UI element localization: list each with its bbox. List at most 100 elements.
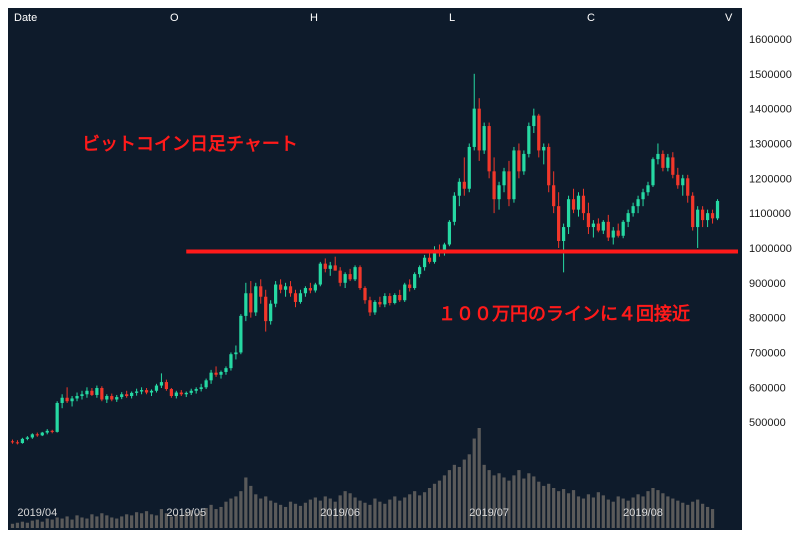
candle [710, 209, 715, 224]
candle [542, 143, 546, 165]
candle [571, 188, 576, 214]
candle-body [60, 397, 64, 403]
volume-bar [537, 481, 541, 528]
candle [293, 289, 298, 308]
volume-bar [432, 483, 437, 528]
candle-body [125, 394, 129, 397]
volume-bar [542, 485, 546, 528]
candle-body [105, 396, 109, 400]
candle [348, 268, 352, 282]
candle [125, 390, 129, 398]
candle [621, 220, 625, 239]
candle [303, 286, 308, 297]
volume-bar [10, 523, 15, 528]
candle [75, 392, 79, 402]
volume-bar [571, 490, 576, 528]
candle-body [65, 397, 69, 402]
candle [383, 293, 387, 308]
candle [50, 429, 54, 434]
volume-bar [234, 496, 238, 528]
volume-bar [418, 495, 422, 528]
y-tick-label: 500000 [749, 417, 786, 429]
candle [666, 153, 670, 172]
candle [358, 265, 362, 290]
volume-bar [383, 503, 387, 528]
volume-bar [641, 496, 645, 528]
candle [20, 437, 25, 444]
volume-bar [487, 470, 491, 528]
volume-bar [70, 519, 74, 528]
candle-body [259, 286, 263, 297]
volume-bar [472, 438, 476, 528]
volume-bar [229, 498, 233, 528]
candle-body [626, 213, 630, 222]
volume-bar [651, 488, 655, 528]
volume-bar [110, 517, 114, 528]
candle-body [571, 199, 576, 210]
volume-bar [586, 494, 591, 528]
candle [30, 433, 34, 439]
volume-bar [452, 464, 456, 528]
candle-body [159, 382, 164, 386]
candle-body [55, 402, 59, 432]
candle-body [75, 396, 79, 399]
header-label-date: Date [14, 12, 37, 24]
volume-bar [45, 518, 49, 528]
candle [393, 293, 397, 305]
volume-bar [691, 501, 695, 528]
candle-body [144, 390, 149, 393]
candle [442, 242, 447, 256]
candle [254, 282, 258, 316]
candle [452, 192, 456, 226]
volume-bar [313, 497, 317, 528]
candle-body [249, 293, 253, 313]
candle [353, 265, 357, 282]
candle-body [35, 434, 39, 436]
candle [432, 246, 437, 264]
candle [224, 366, 228, 375]
candle [313, 282, 317, 293]
candle-body [383, 296, 387, 305]
candle [55, 401, 59, 433]
candle [204, 378, 208, 390]
candle-body [557, 206, 561, 241]
candle-body [209, 372, 213, 381]
volume-bar [184, 512, 188, 528]
candle [482, 122, 486, 154]
volume-bar [244, 477, 248, 528]
candle [219, 370, 223, 379]
volume-bar [204, 508, 208, 528]
candle [502, 167, 506, 193]
candle [189, 388, 193, 395]
volume-bar [388, 499, 392, 528]
candle-body [472, 108, 476, 147]
candle-body [40, 432, 44, 436]
candle-body [532, 115, 536, 127]
candle [557, 192, 561, 248]
candle-body [100, 387, 104, 400]
candle-layer [10, 73, 720, 445]
candle-body [646, 185, 650, 193]
candle [120, 392, 124, 400]
volume-bar [547, 483, 551, 528]
x-axis-ticks: 2019/04 2019/05 2019/06 2019/07 2019/08 [17, 507, 662, 519]
x-tick-label: 2019/05 [166, 507, 206, 519]
y-axis-ticks: 1600000 1500000 1400000 1300000 1200000 11000… [749, 34, 792, 429]
candle-body [591, 223, 596, 228]
candle [636, 195, 640, 214]
candle [447, 220, 452, 247]
y-axis-area [742, 0, 802, 538]
candle-body [715, 200, 720, 219]
volume-bar [422, 492, 427, 528]
candle-body [95, 387, 99, 395]
candle [467, 143, 471, 193]
volume-bar [179, 515, 183, 528]
candle [403, 282, 407, 302]
volume-bar [55, 517, 59, 528]
candle [373, 300, 377, 315]
volume-bar [288, 501, 293, 528]
volume-bar [194, 513, 198, 528]
candle [671, 152, 675, 179]
volume-bar [686, 504, 690, 528]
candle-body [50, 430, 54, 432]
